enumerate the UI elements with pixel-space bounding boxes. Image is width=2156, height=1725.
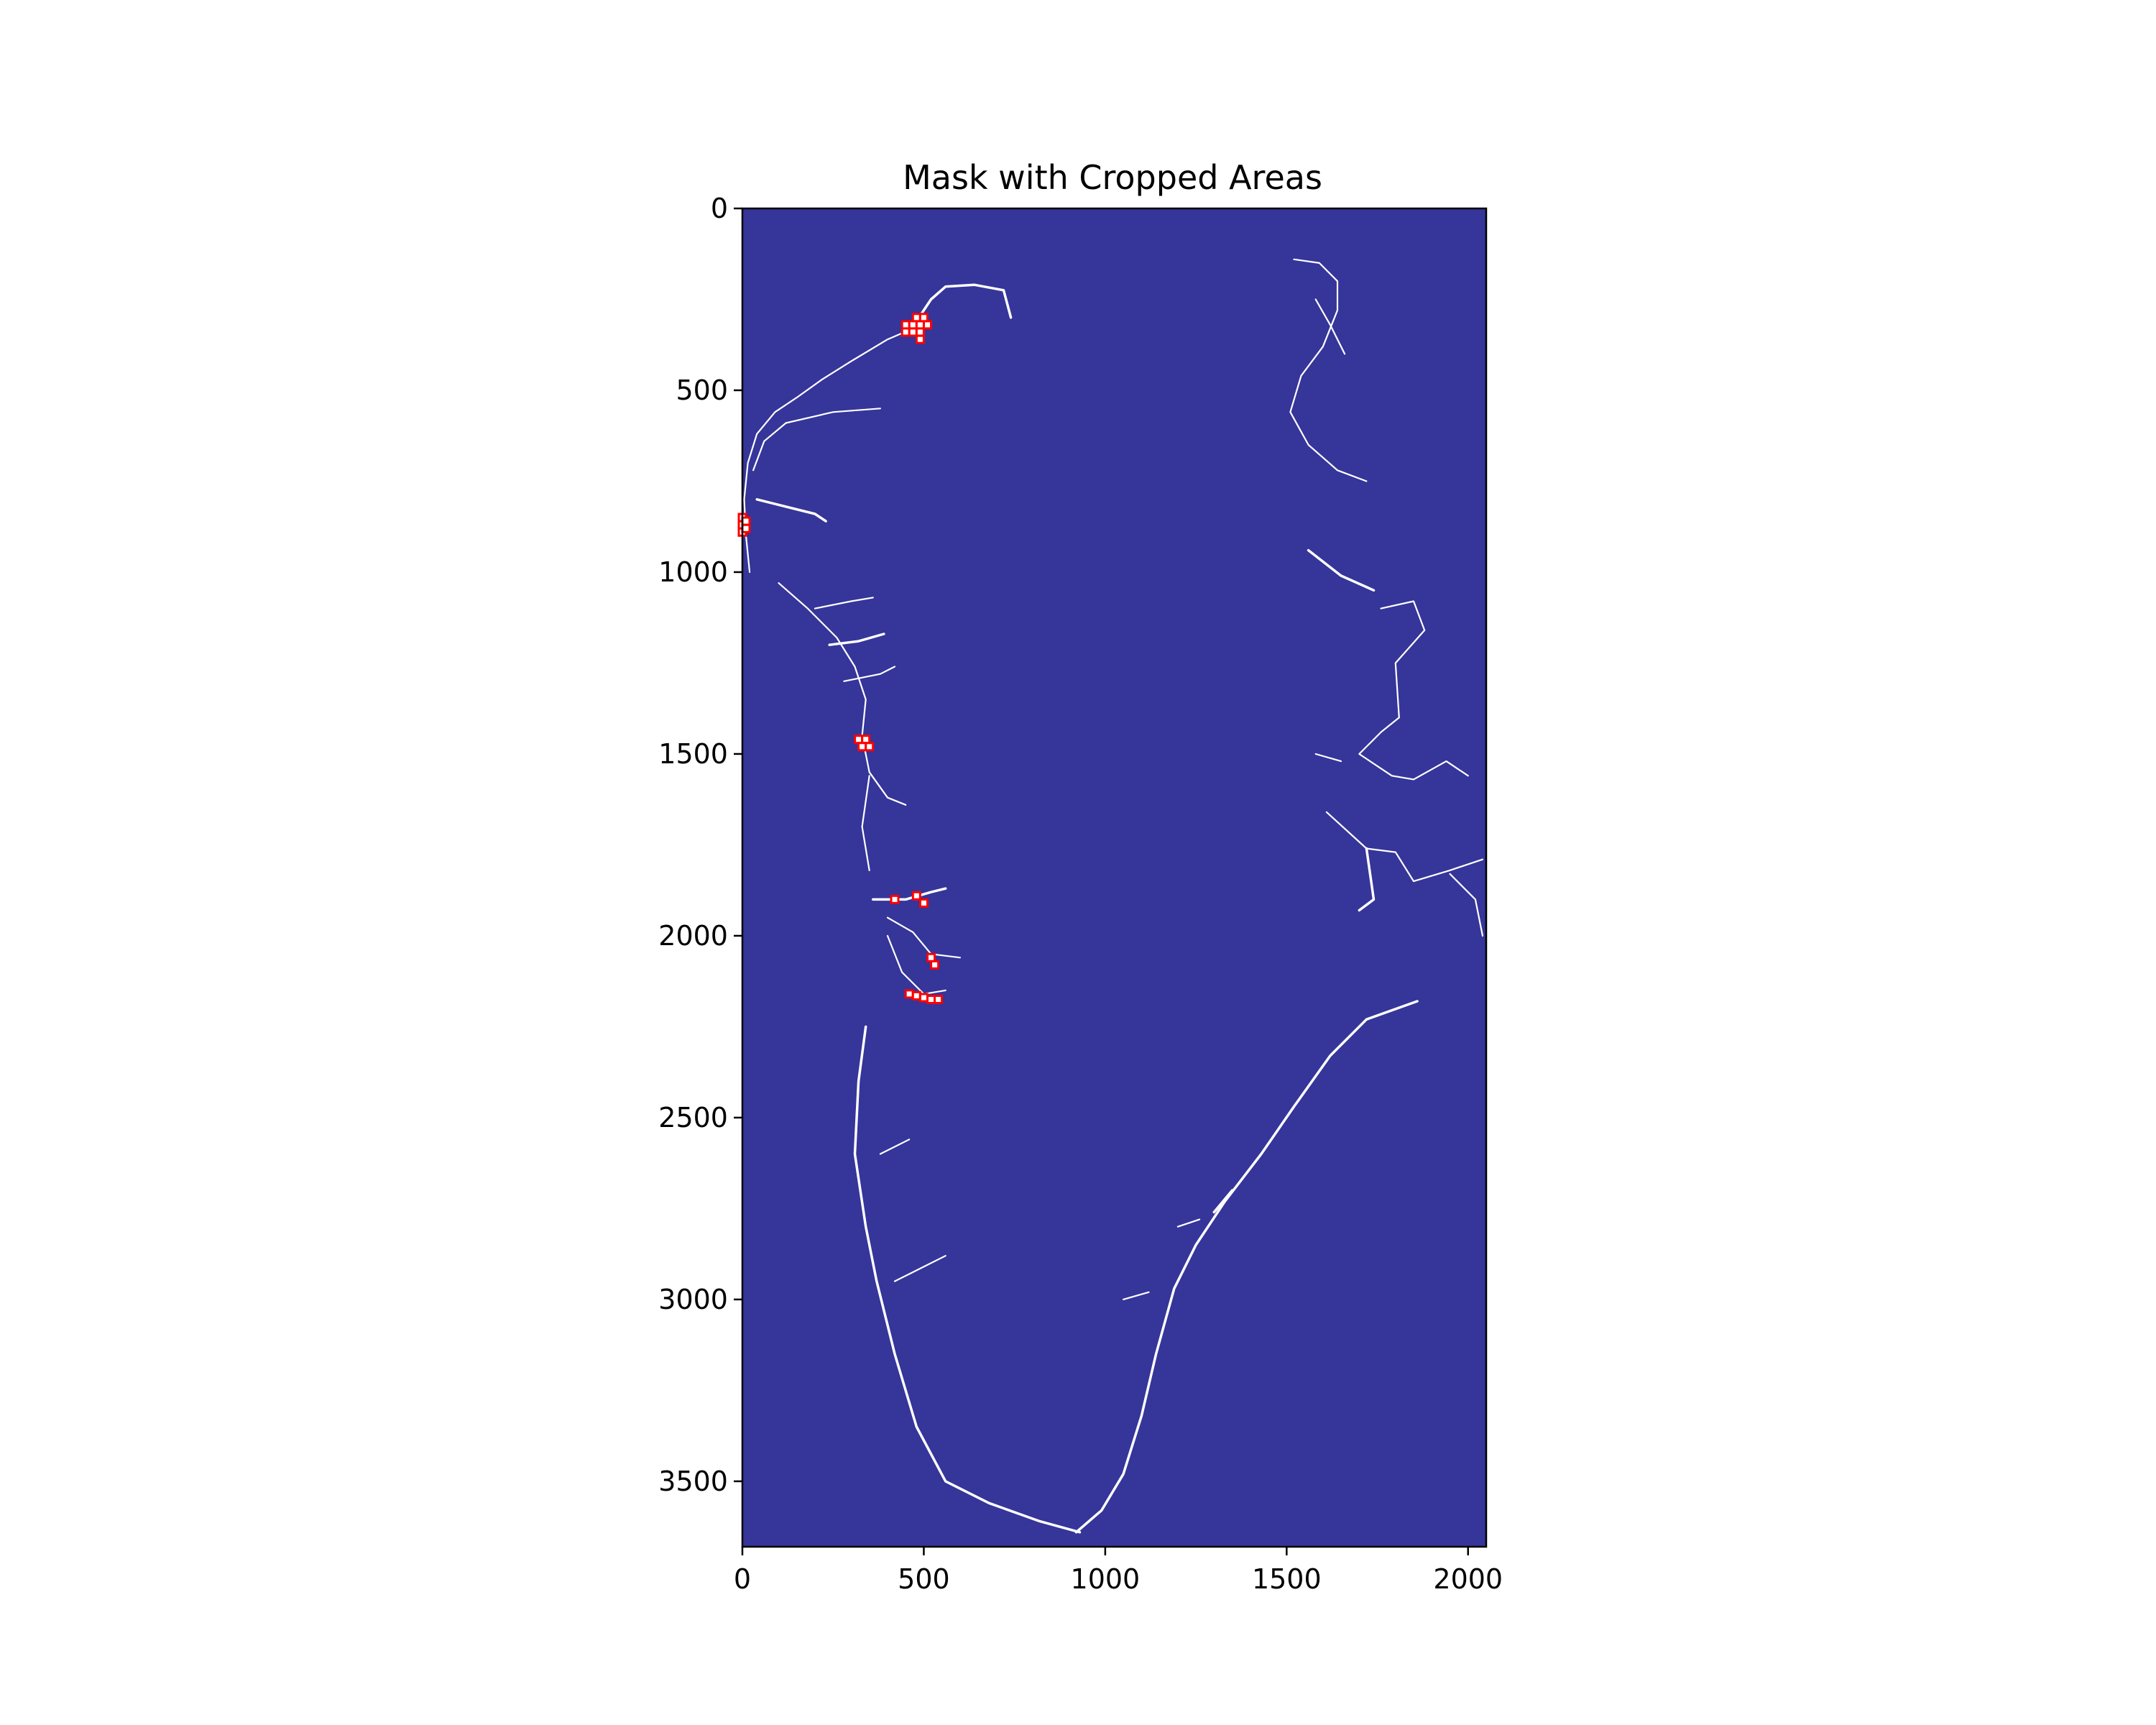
plot-area	[742, 208, 1486, 1547]
chart-title: Mask with Cropped Areas	[903, 158, 1322, 197]
crop-box	[741, 516, 751, 526]
mask-feature	[853, 1025, 1082, 1534]
mask-feature	[1074, 1000, 1419, 1534]
mask-feature	[1123, 1291, 1150, 1300]
x-tick-label: 500	[898, 1563, 950, 1595]
mask-feature	[1176, 1218, 1201, 1228]
plot-frame	[741, 207, 1488, 1548]
mask-feature	[1358, 600, 1469, 781]
mask-feature	[886, 916, 961, 959]
mask-feature	[1325, 811, 1484, 883]
mask-feature	[908, 283, 1013, 334]
y-tick-label: 2000	[658, 920, 728, 952]
crop-box	[908, 327, 918, 337]
mask-feature	[743, 327, 914, 574]
y-tick-label: 3000	[658, 1284, 728, 1315]
mask-layer	[743, 258, 1484, 1534]
crop-box	[918, 993, 929, 1003]
crop-box	[861, 735, 871, 745]
crop-box	[900, 327, 911, 337]
y-tick-label: 500	[676, 374, 728, 406]
crop-box	[915, 320, 925, 330]
crop-box	[926, 995, 936, 1004]
crop-box	[741, 523, 751, 533]
crop-box	[900, 320, 911, 330]
crop-box	[911, 990, 921, 1000]
crop-box	[926, 952, 936, 962]
crop-box	[918, 313, 929, 323]
crop-box	[915, 327, 925, 337]
y-axis: 0 500 1000 1500 2000 2500 3000 3500	[658, 193, 742, 1497]
mask-feature	[755, 498, 827, 523]
mask-feature	[879, 1138, 911, 1155]
mask-feature	[893, 1255, 946, 1282]
mask-feature	[1449, 873, 1484, 937]
y-tick-label: 2500	[658, 1102, 728, 1133]
x-axis: 0 500 1000 1500 2000	[734, 1547, 1503, 1595]
crop-box	[934, 995, 944, 1004]
crop-box	[930, 960, 940, 970]
crop-box	[923, 320, 932, 330]
crop-box	[865, 742, 875, 752]
mask-feature	[1314, 298, 1346, 355]
crop-box	[904, 989, 914, 999]
crop-box	[890, 894, 900, 904]
mask-feature	[1289, 258, 1368, 482]
mask-feature	[843, 666, 896, 682]
crop-box	[908, 320, 918, 330]
mask-feature	[1212, 1189, 1234, 1214]
mask-feature	[1307, 548, 1376, 592]
y-tick-label: 1500	[658, 738, 728, 770]
x-tick-label: 2000	[1433, 1563, 1503, 1595]
mask-feature	[814, 597, 874, 610]
crop-box	[857, 742, 867, 752]
mask-feature	[778, 582, 907, 806]
y-tick-label: 1000	[658, 556, 728, 588]
crop-box	[918, 898, 929, 908]
y-tick-label: 0	[711, 193, 728, 224]
mask-feature	[752, 408, 881, 472]
x-tick-label: 0	[734, 1563, 751, 1595]
crop-box	[911, 891, 921, 901]
mask-feature	[828, 632, 885, 646]
crop-box	[854, 735, 864, 745]
mask-feature	[1358, 847, 1376, 912]
x-tick-label: 1500	[1252, 1563, 1322, 1595]
crop-box	[911, 313, 921, 323]
x-tick-label: 1000	[1071, 1563, 1141, 1595]
mask-feature	[886, 934, 946, 995]
y-tick-label: 3500	[658, 1466, 728, 1497]
mask-feature	[861, 775, 870, 871]
mask-feature	[1314, 753, 1342, 763]
crop-box	[915, 334, 925, 344]
